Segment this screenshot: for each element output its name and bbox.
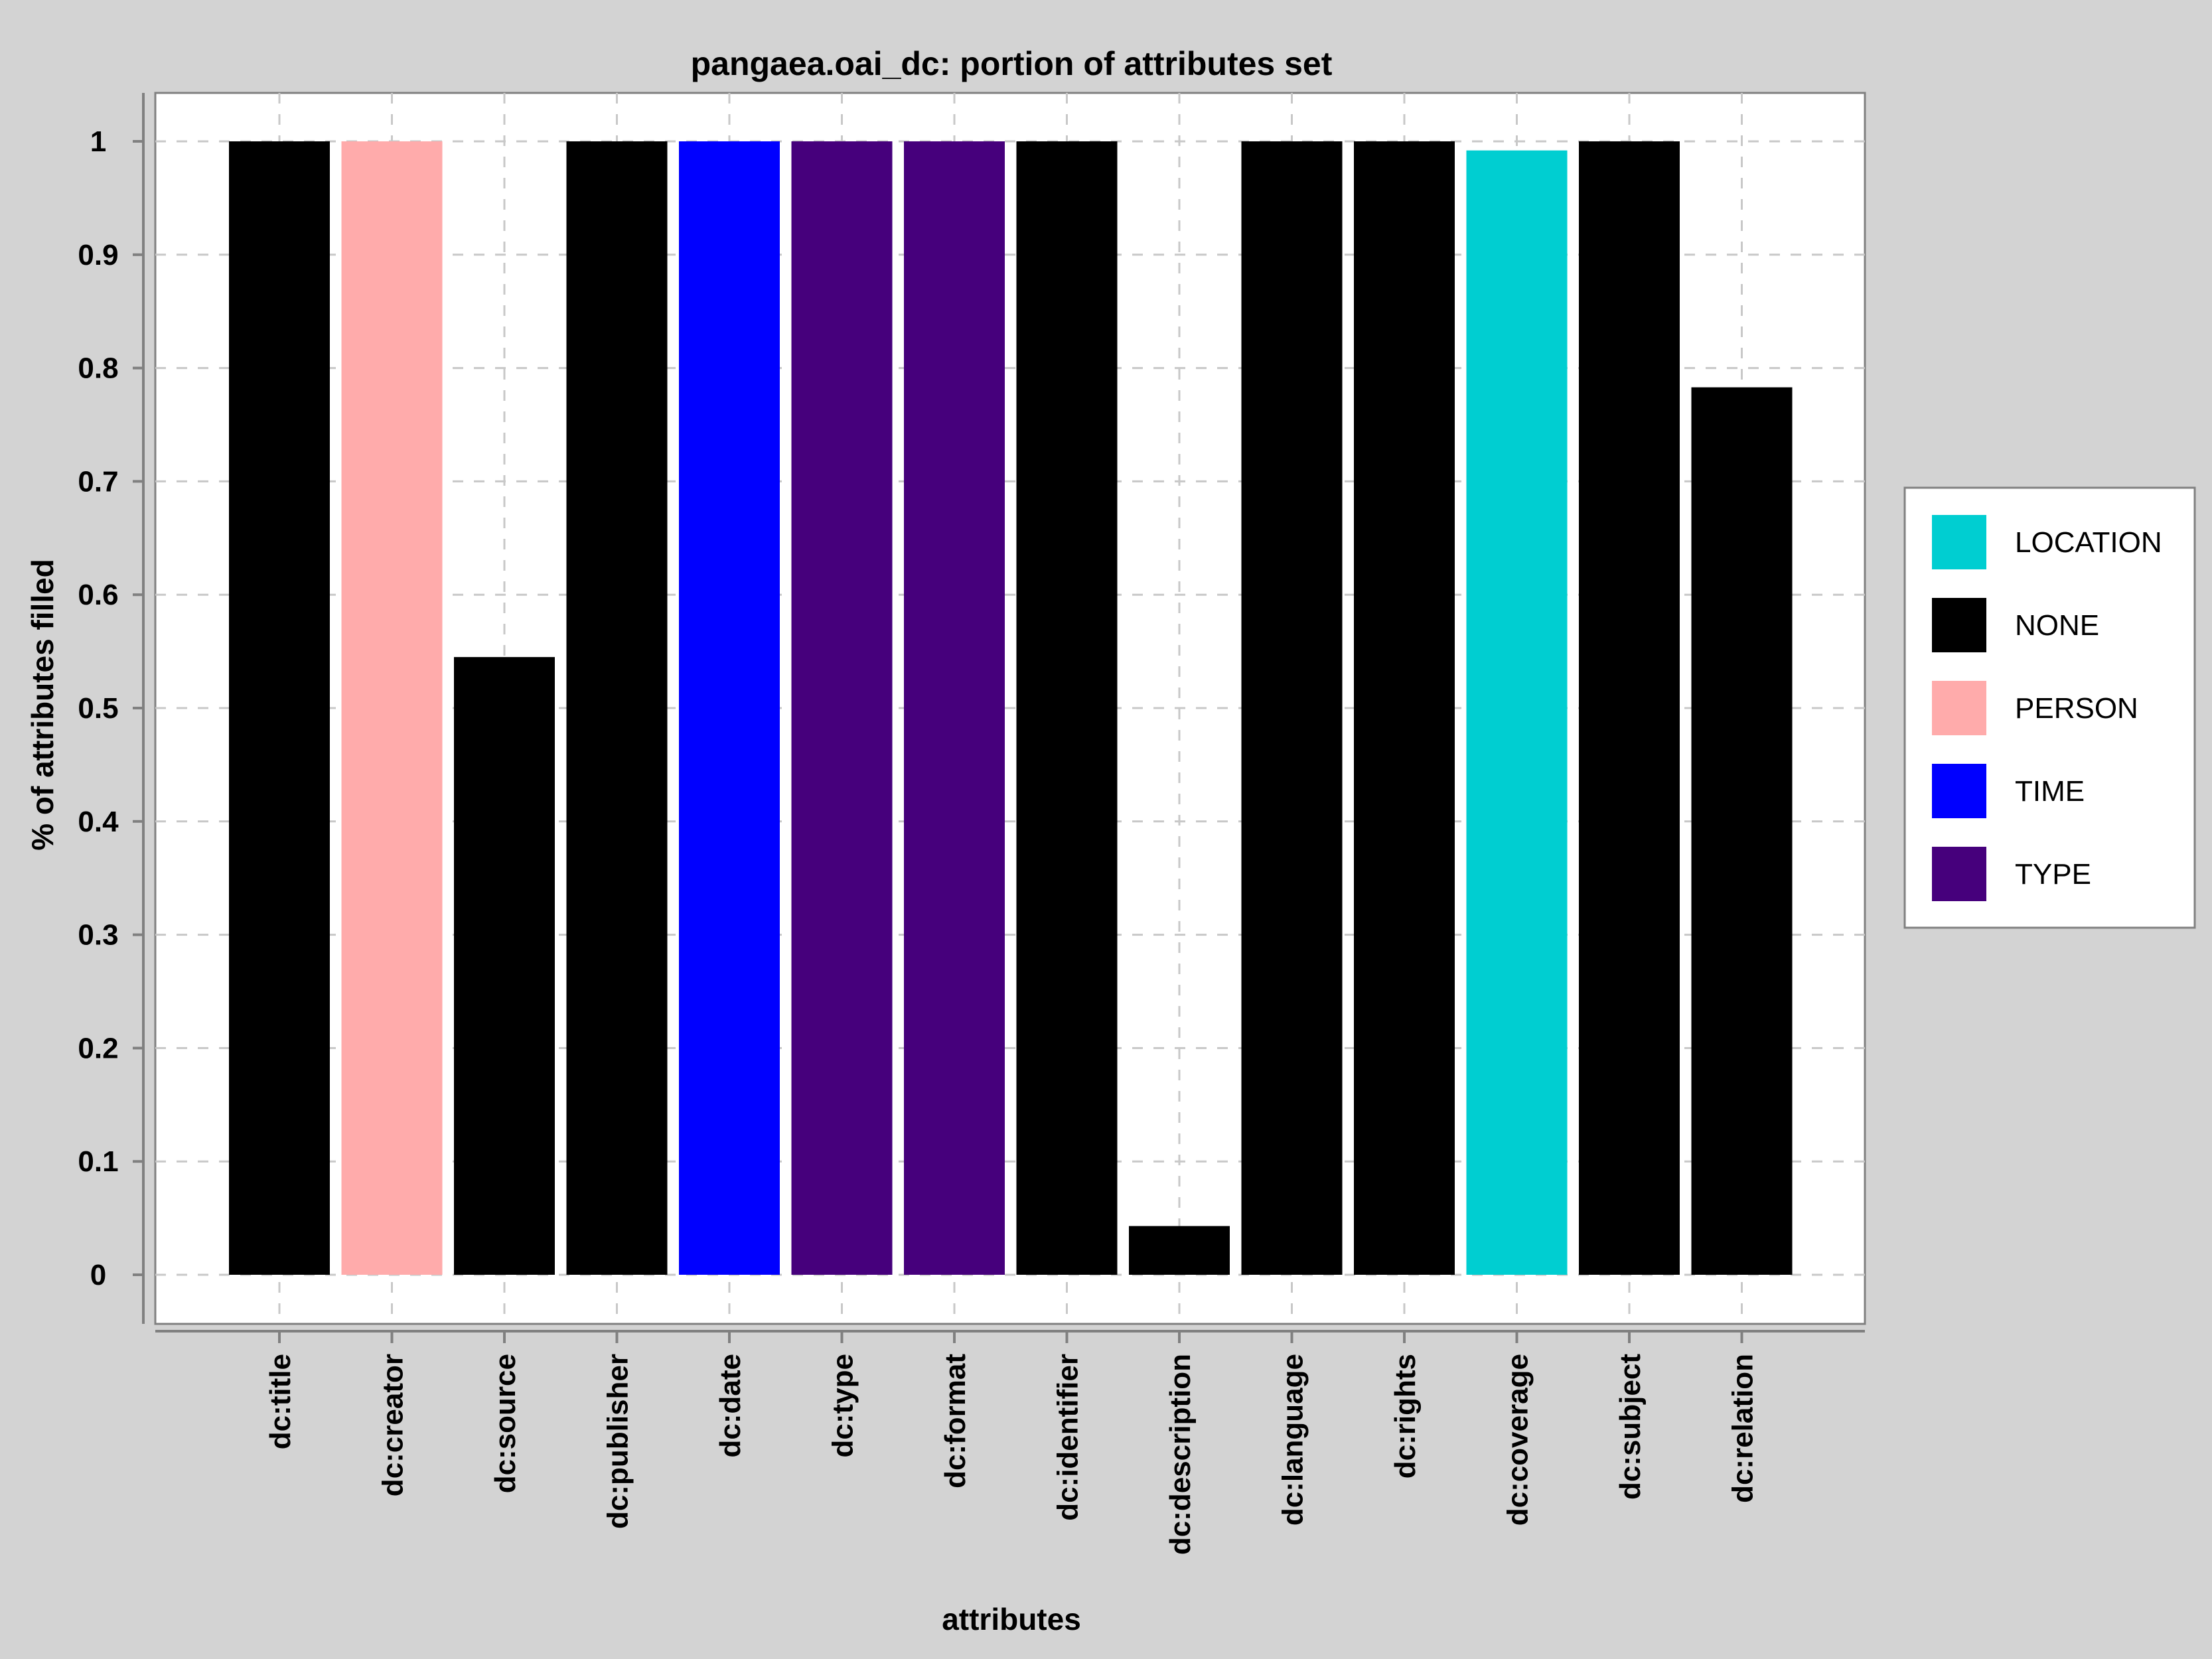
y-tick-label: 1 [90,125,106,158]
y-tick-label: 0.5 [78,692,118,725]
bar-dc-coverage [1466,150,1568,1275]
x-tick-label: dc:subject [1614,1354,1647,1500]
x-tick-label: dc:relation [1727,1354,1759,1503]
legend-label-location: LOCATION [2015,526,2162,559]
bar-dc-relation [1691,387,1793,1275]
x-axis-title: attributes [942,1602,1081,1636]
legend-swatch-type [1932,847,1986,901]
x-tick-label: dc:creator [377,1354,409,1496]
bar-dc-publisher [566,141,668,1275]
y-tick-label: 0.1 [78,1145,118,1178]
bar-dc-language [1241,141,1343,1275]
y-tick-label: 0.3 [78,919,118,952]
bar-dc-format [904,141,1005,1275]
x-tick-label: dc:identifier [1052,1354,1084,1521]
y-tick-label: 0.8 [78,352,118,385]
chart-title: pangaea.oai_dc: portion of attributes se… [691,45,1333,82]
x-tick-label: dc:language [1277,1354,1309,1526]
bar-dc-description [1129,1226,1230,1275]
x-tick-label: dc:publisher [602,1354,634,1529]
bar-dc-creator [341,141,443,1275]
bar-dc-identifier [1016,141,1118,1275]
legend-label-person: PERSON [2015,692,2138,725]
legend-swatch-none [1932,598,1986,652]
x-tick-label: dc:source [489,1354,522,1493]
x-tick-label: dc:title [264,1354,297,1449]
y-tick-label: 0.7 [78,465,118,498]
x-tick-label: dc:date [714,1354,747,1457]
bar-dc-title [229,141,330,1275]
x-tick-label: dc:rights [1389,1354,1422,1479]
legend-swatch-time [1932,764,1986,818]
x-axis-ticks: dc:title dc:creator dc:source dc:publisher d… [264,1331,1759,1555]
y-tick-label: 0 [90,1259,106,1291]
legend-label-type: TYPE [2015,858,2091,891]
legend-label-time: TIME [2015,775,2085,808]
legend-swatch-location [1932,515,1986,569]
y-tick-label: 0.9 [78,239,118,271]
bar-dc-subject [1579,141,1680,1275]
bars [229,141,1793,1275]
legend-swatch-person [1932,681,1986,735]
x-tick-label: dc:coverage [1502,1354,1534,1526]
bar-dc-source [454,657,555,1275]
bar-dc-rights [1354,141,1455,1275]
y-tick-label: 0.6 [78,579,118,611]
y-axis-title: % of attributes filled [25,559,60,851]
bar-dc-type [791,141,893,1275]
x-tick-label: dc:format [939,1354,972,1488]
y-tick-label: 0.4 [78,806,119,838]
legend: LOCATION NONE PERSON TIME TYPE [1932,515,2162,901]
legend-label-none: NONE [2015,609,2099,642]
bar-dc-date [679,141,780,1275]
y-axis-ticks: 0 0.1 0.2 0.3 0.4 0.5 0.6 0.7 0.8 0.9 1 [78,125,143,1291]
x-tick-label: dc:description [1164,1354,1197,1555]
y-tick-label: 0.2 [78,1032,118,1064]
x-tick-label: dc:type [827,1354,859,1457]
